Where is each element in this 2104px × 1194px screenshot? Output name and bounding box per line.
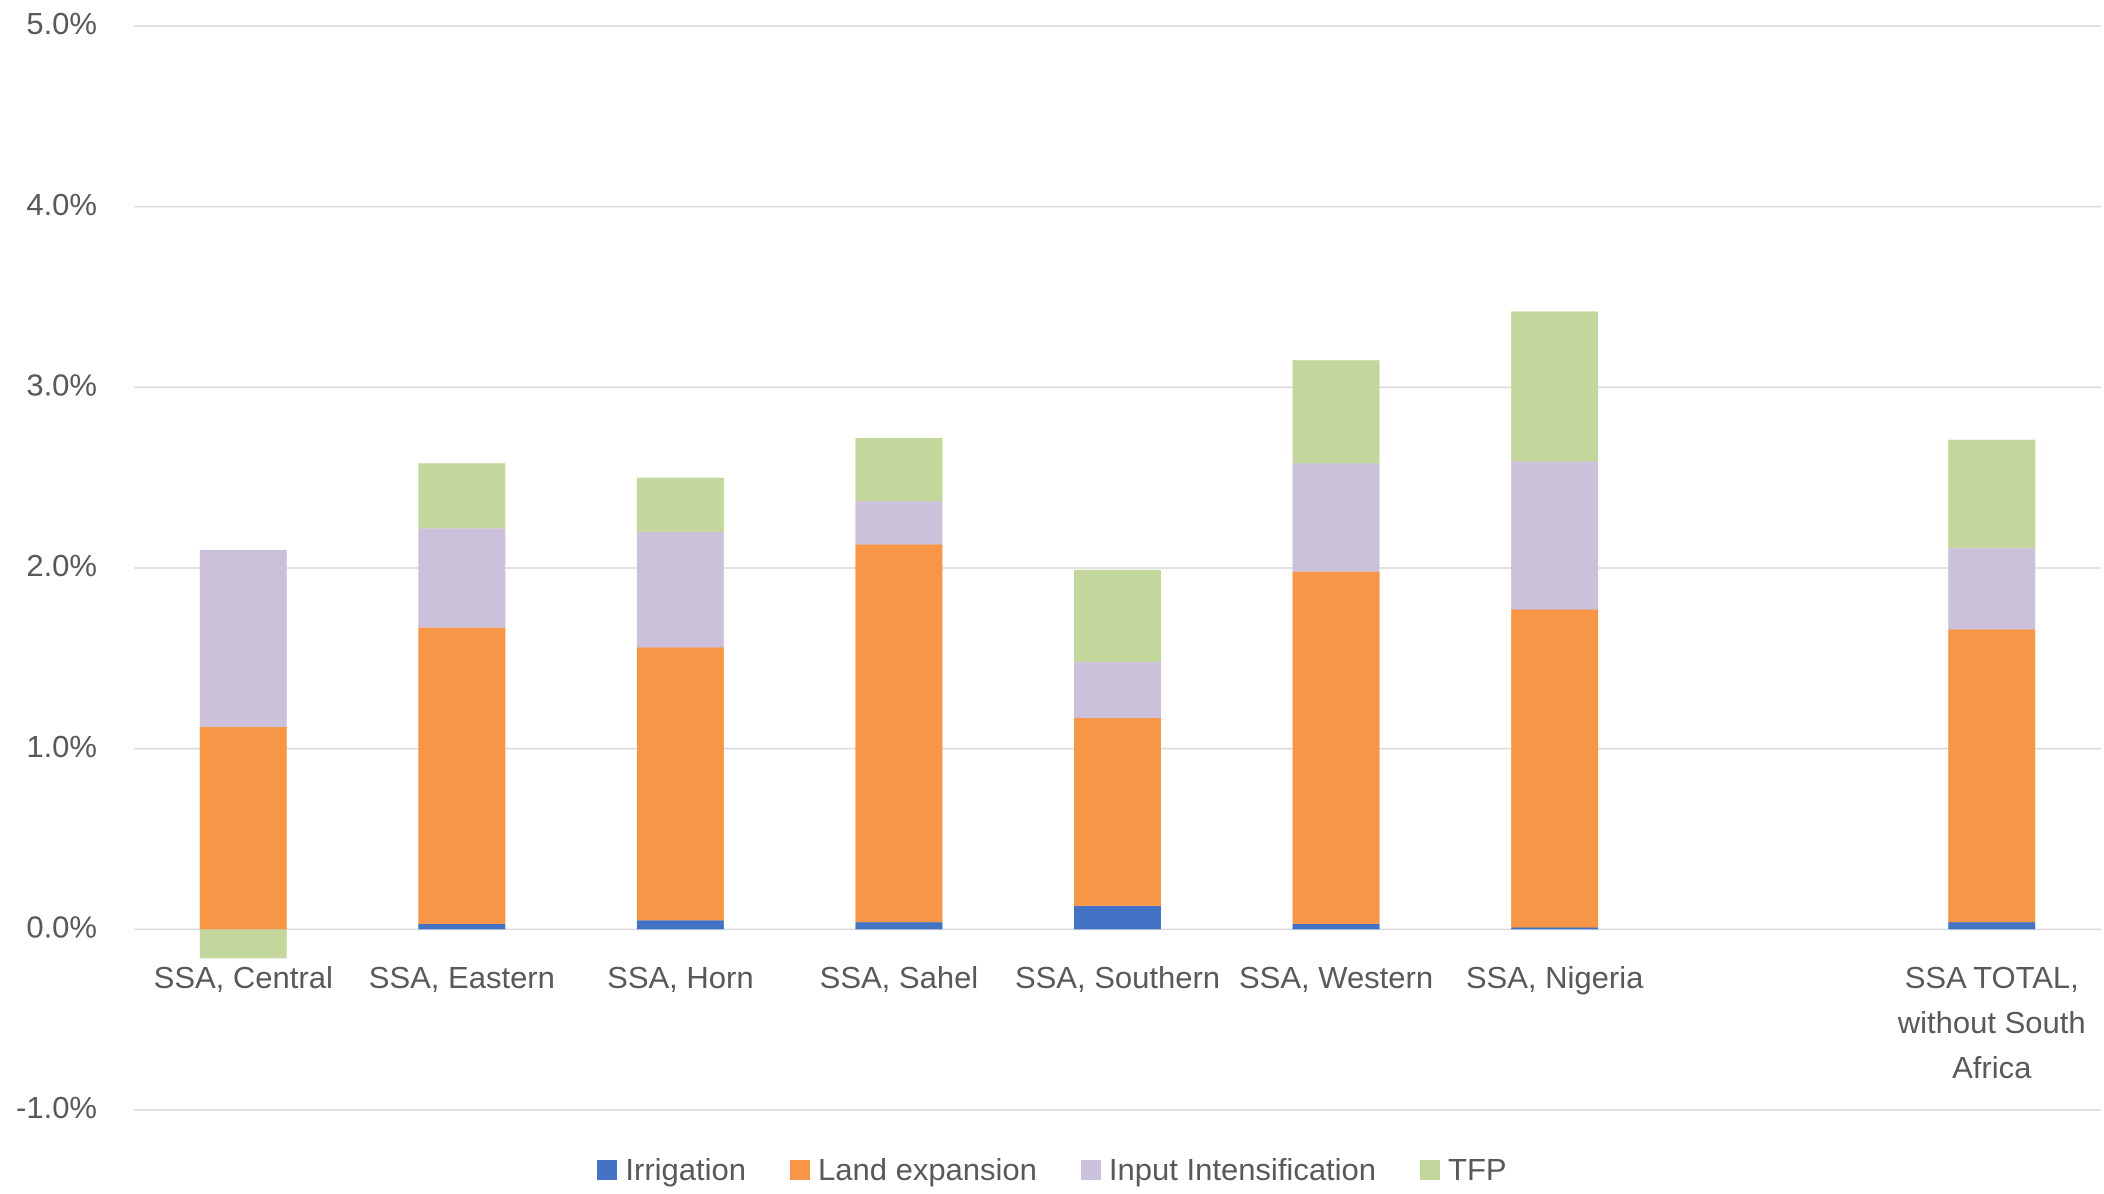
- bar-segment: [1511, 927, 1599, 930]
- y-tick-label: 2.0%: [26, 548, 97, 583]
- y-tick-label: 1.0%: [26, 729, 97, 764]
- bar-segment: [1292, 360, 1380, 464]
- legend-item: Irrigation: [597, 1152, 746, 1188]
- bar-segment: [1948, 629, 2036, 923]
- legend-item: Input Intensification: [1080, 1152, 1377, 1188]
- bar-segment: [1511, 311, 1599, 462]
- bar-segment: [1074, 569, 1161, 662]
- legend-label: Land expansion: [818, 1152, 1037, 1187]
- bar-segment: [1511, 609, 1599, 928]
- bar-segment: [418, 528, 506, 628]
- bar-segment: [855, 437, 943, 502]
- legend-item: Land expansion: [790, 1152, 1037, 1188]
- x-tick-label: SSA, Central: [153, 960, 333, 995]
- bar-segment: [636, 647, 724, 921]
- bar-segment: [1074, 661, 1161, 718]
- y-tick-label: -1.0%: [16, 1090, 97, 1125]
- bar-segment: [1511, 461, 1599, 610]
- legend-swatch: [1420, 1160, 1441, 1180]
- legend-swatch: [1080, 1160, 1101, 1180]
- bar-segment: [418, 463, 506, 529]
- bar-segment: [636, 477, 724, 532]
- bar-segment: [1948, 439, 2036, 549]
- x-tick-label: SSA, Nigeria: [1465, 960, 1644, 995]
- y-tick-label: 4.0%: [26, 187, 97, 222]
- legend: Irrigation Land expansion Input Intensific…: [0, 1152, 2104, 1188]
- bar-segment: [1074, 717, 1161, 906]
- bar-segment: [1292, 463, 1380, 572]
- legend-label: Irrigation: [625, 1152, 746, 1187]
- bar-segment: [199, 929, 287, 959]
- bar-segment: [1292, 923, 1380, 930]
- bar-segment: [855, 544, 943, 923]
- bar-segment: [1074, 905, 1161, 930]
- bar-segment: [636, 920, 724, 930]
- legend-item: TFP: [1420, 1152, 1507, 1188]
- y-tick-label: 5.0%: [26, 6, 97, 41]
- x-tick-label: SSA, Western: [1238, 960, 1434, 995]
- bar-segment: [418, 627, 506, 924]
- x-tick-label: SSA, Sahel: [819, 960, 979, 995]
- bar-segment: [855, 922, 943, 930]
- x-tick-label: SSA TOTAL, without South Africa: [1897, 960, 2086, 1085]
- legend-label: TFP: [1448, 1152, 1507, 1187]
- bar-segment: [855, 501, 943, 545]
- legend-swatch: [597, 1160, 618, 1180]
- x-tick-label: SSA, Eastern: [368, 960, 555, 995]
- bar-segment: [1948, 548, 2036, 630]
- legend-label: Input Intensification: [1108, 1152, 1377, 1187]
- bar-segment: [636, 531, 724, 648]
- bar-segment: [199, 726, 287, 930]
- legend-swatch: [790, 1160, 810, 1180]
- y-tick-label: 3.0%: [26, 368, 97, 403]
- bar-segment: [418, 923, 506, 930]
- x-tick-label: SSA, Horn: [607, 960, 754, 995]
- y-tick-label: 0.0%: [26, 910, 97, 945]
- bar-segment: [1292, 571, 1380, 924]
- bar-segment: [1948, 922, 2036, 930]
- bar-segment: [199, 549, 287, 727]
- x-tick-label: SSA, Southern: [1014, 960, 1221, 995]
